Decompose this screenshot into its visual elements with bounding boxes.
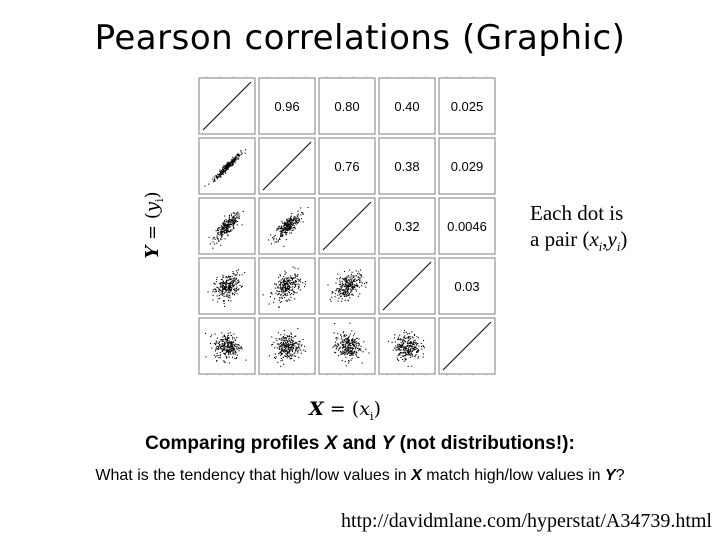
scatter-points xyxy=(204,149,247,187)
subtitle-x: X xyxy=(324,433,338,454)
correlation-label: 0.76 xyxy=(334,159,359,174)
panel-2-1 xyxy=(258,197,316,255)
panel-0-3 xyxy=(378,77,436,135)
panel-4-0 xyxy=(198,317,256,375)
x-sub: i xyxy=(369,408,374,423)
correlation-label: 0.32 xyxy=(394,219,419,234)
correlation-label: 0.80 xyxy=(334,99,359,114)
scatter-points xyxy=(207,269,246,307)
panel-1-3 xyxy=(378,137,436,195)
dot-explanation: Each dot is a pair (xi,yi) xyxy=(530,200,690,260)
subtitle-part1: Comparing profiles xyxy=(145,433,325,454)
question-x: X xyxy=(411,467,422,484)
note-y: y xyxy=(607,227,617,251)
note-line1: Each dot is xyxy=(530,201,624,225)
scatter-points xyxy=(268,328,306,367)
x-val: x xyxy=(359,398,370,420)
panel-1-0 xyxy=(198,137,256,195)
panel-4-2 xyxy=(318,317,376,375)
diagonal-identity-line xyxy=(202,81,252,131)
scatter-points xyxy=(387,330,425,367)
x-eq: = ( xyxy=(323,398,360,420)
panel-2-0 xyxy=(198,197,256,255)
panel-0-1 xyxy=(258,77,316,135)
diagonal-identity-line xyxy=(322,201,372,251)
source-link[interactable]: http://davidmlane.com/hyperstat/A34739.h… xyxy=(340,510,712,532)
y-val: y xyxy=(142,201,164,213)
scatter-points xyxy=(262,266,306,308)
y-eq: = ( xyxy=(142,212,164,246)
correlation-label: 0.029 xyxy=(451,159,484,174)
panel-4-4 xyxy=(438,317,496,375)
note-sub2: i xyxy=(616,240,621,255)
question-text: What is the tendency that high/low value… xyxy=(0,467,720,485)
panel-1-1 xyxy=(258,137,316,195)
panel-1-2 xyxy=(318,137,376,195)
question-part2: match high/low values in xyxy=(421,467,606,484)
diagonal-identity-line xyxy=(382,261,432,311)
note-sub1: i xyxy=(598,240,603,255)
correlation-label: 0.0046 xyxy=(447,219,487,234)
y-axis-label: Y = (yi) xyxy=(142,191,166,258)
scatter-points xyxy=(268,207,309,247)
panel-3-4 xyxy=(438,257,496,315)
panel-2-2 xyxy=(318,197,376,255)
subtitle-y: Y xyxy=(381,433,395,454)
note-x: x xyxy=(589,227,599,251)
note-close: ) xyxy=(620,227,628,251)
panel-2-3 xyxy=(378,197,436,255)
x-var: X xyxy=(309,398,324,420)
panel-3-3 xyxy=(378,257,436,315)
panel-0-4 xyxy=(438,77,496,135)
panel-2-4 xyxy=(438,197,496,255)
panel-0-2 xyxy=(318,77,376,135)
correlation-label: 0.96 xyxy=(274,99,299,114)
diagonal-identity-line xyxy=(262,141,312,191)
scatterplot-matrix: 0.96 0.80 0.40 0.025 0.76 0.38 0.029 0.32 0.0046… xyxy=(198,76,496,376)
subtitle: Comparing profiles X and Y (not distribu… xyxy=(0,433,720,455)
subtitle-part2: and xyxy=(337,433,382,454)
panel-3-2 xyxy=(318,257,376,315)
panel-4-3 xyxy=(378,317,436,375)
panel-4-1 xyxy=(258,317,316,375)
scatter-points xyxy=(205,332,247,364)
correlation-label: 0.38 xyxy=(394,159,419,174)
question-y: Y xyxy=(605,467,616,484)
y-sub: i xyxy=(152,198,166,202)
scatter-points xyxy=(327,269,368,302)
panel-1-4 xyxy=(438,137,496,195)
panel-3-0 xyxy=(198,257,256,315)
note-comma: , xyxy=(602,227,608,251)
correlation-label: 0.40 xyxy=(394,99,419,114)
diagonal-identity-line xyxy=(442,321,492,371)
note-line2: a pair (xi,yi) xyxy=(530,226,690,260)
y-close: ) xyxy=(142,191,164,199)
subtitle-part3: (not distributions!): xyxy=(394,433,575,454)
panel-0-0 xyxy=(198,77,256,135)
question-part3: ? xyxy=(615,467,625,484)
correlation-label: 0.025 xyxy=(451,99,484,114)
x-close: ) xyxy=(373,398,381,420)
question-part1: What is the tendency that high/low value… xyxy=(95,467,412,484)
x-axis-label: X = (xi) xyxy=(0,398,705,423)
scatter-points xyxy=(208,210,244,249)
note-prefix: a pair ( xyxy=(530,227,590,251)
correlation-label: 0.03 xyxy=(454,279,479,294)
page-title: Pearson correlations (Graphic) xyxy=(94,18,626,58)
scatter-points xyxy=(332,322,370,367)
y-var: Y xyxy=(142,245,164,259)
panel-3-1 xyxy=(258,257,316,315)
